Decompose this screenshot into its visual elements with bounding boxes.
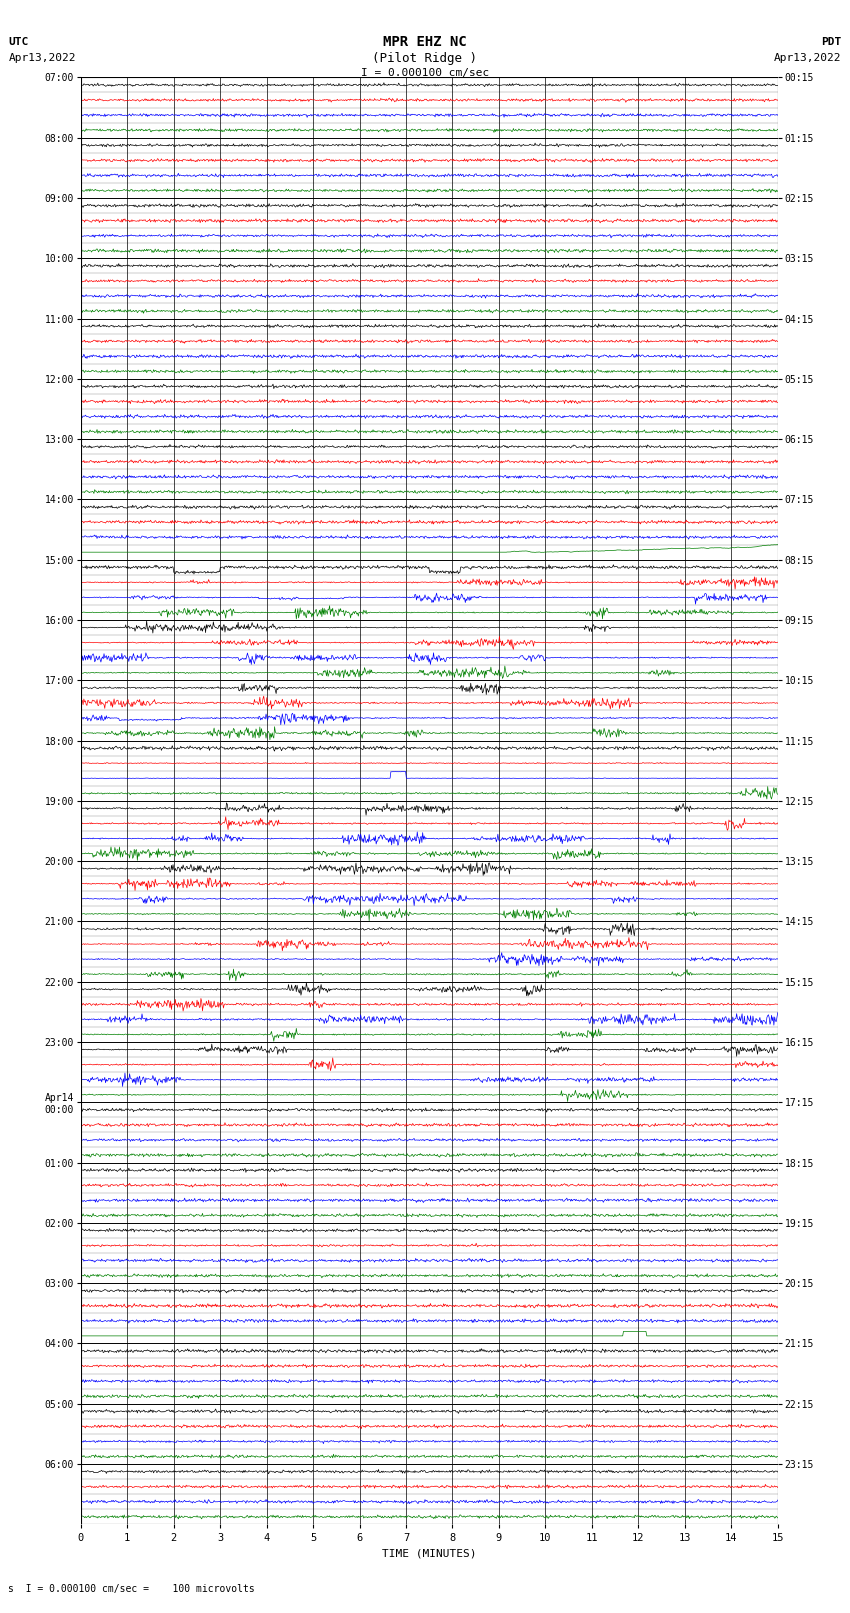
Text: I = 0.000100 cm/sec: I = 0.000100 cm/sec [361, 68, 489, 77]
Text: UTC: UTC [8, 37, 29, 47]
Text: s  I = 0.000100 cm/sec =    100 microvolts: s I = 0.000100 cm/sec = 100 microvolts [8, 1584, 255, 1594]
X-axis label: TIME (MINUTES): TIME (MINUTES) [382, 1548, 477, 1558]
Text: (Pilot Ridge ): (Pilot Ridge ) [372, 52, 478, 65]
Text: Apr13,2022: Apr13,2022 [774, 53, 842, 63]
Text: MPR EHZ NC: MPR EHZ NC [383, 35, 467, 50]
Text: Apr13,2022: Apr13,2022 [8, 53, 76, 63]
Text: PDT: PDT [821, 37, 842, 47]
